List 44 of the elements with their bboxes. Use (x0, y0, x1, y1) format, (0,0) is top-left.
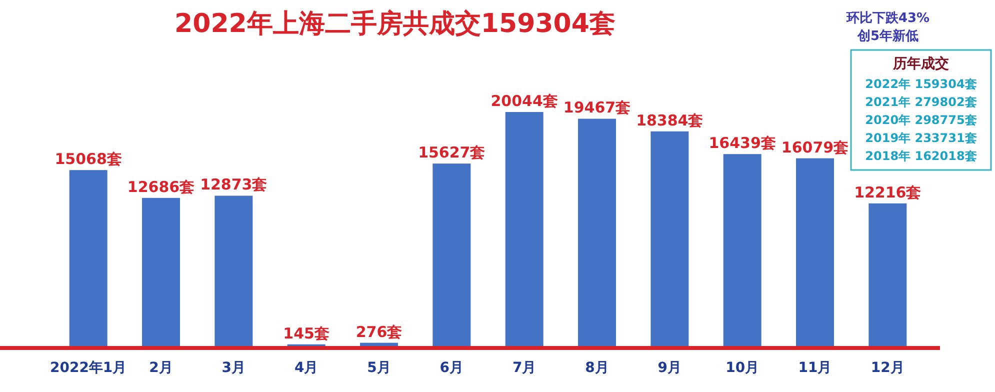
x-tick-label: 2月 (149, 360, 173, 376)
annotation: 2020年 298775套 (865, 113, 977, 127)
text: 历年成交 (892, 55, 949, 72)
bar (142, 198, 180, 346)
bar (578, 118, 616, 346)
data-label: 12873套 (200, 176, 268, 194)
data-label: 12216套 (854, 183, 922, 202)
bar (214, 196, 253, 346)
x-tick-label: 7月 (512, 360, 536, 376)
text: 环比下跌43% (845, 11, 930, 26)
data-label: 15068套 (54, 150, 122, 168)
data-label: 276套 (356, 322, 402, 341)
data-label: 15627套 (418, 144, 486, 162)
x-tick-label: 9月 (658, 360, 682, 376)
data-label: 18384套 (636, 111, 704, 130)
data-label: 16439套 (708, 134, 776, 152)
data-label: 145套 (283, 324, 330, 342)
bar (650, 131, 689, 346)
chart-title: 2022年上海二手房共成交159304套 (174, 9, 616, 39)
annotation: 2018年 162018套 (865, 149, 977, 163)
bar (69, 170, 108, 346)
x-tick-label: 2022年1月 (50, 360, 127, 376)
x-tick-label: 11月 (798, 360, 832, 376)
x-tick-label: 4月 (294, 360, 318, 376)
bar (868, 203, 907, 346)
bar (432, 164, 471, 346)
x-tick-label: 12月 (870, 360, 904, 376)
bar (505, 112, 544, 346)
text: 2022年 159304套 (865, 77, 977, 91)
data-label: 20044套 (490, 92, 558, 110)
data-label: 19467套 (563, 98, 631, 117)
annotation: 2019年 233731套 (865, 131, 977, 145)
bar (723, 154, 762, 346)
x-tick-label: 6月 (440, 360, 464, 376)
data-label: 12686套 (127, 178, 195, 196)
x-tick-label: 10月 (726, 360, 760, 376)
x-tick-label: 5月 (367, 360, 391, 376)
x-tick-label: 3月 (222, 360, 246, 376)
text: 创5年新低 (856, 28, 919, 44)
bar (360, 342, 398, 346)
x-tick-label: 8月 (585, 360, 609, 376)
text: 2021年 279802套 (865, 95, 977, 109)
bar (796, 158, 834, 346)
data-label: 16079套 (781, 138, 849, 156)
